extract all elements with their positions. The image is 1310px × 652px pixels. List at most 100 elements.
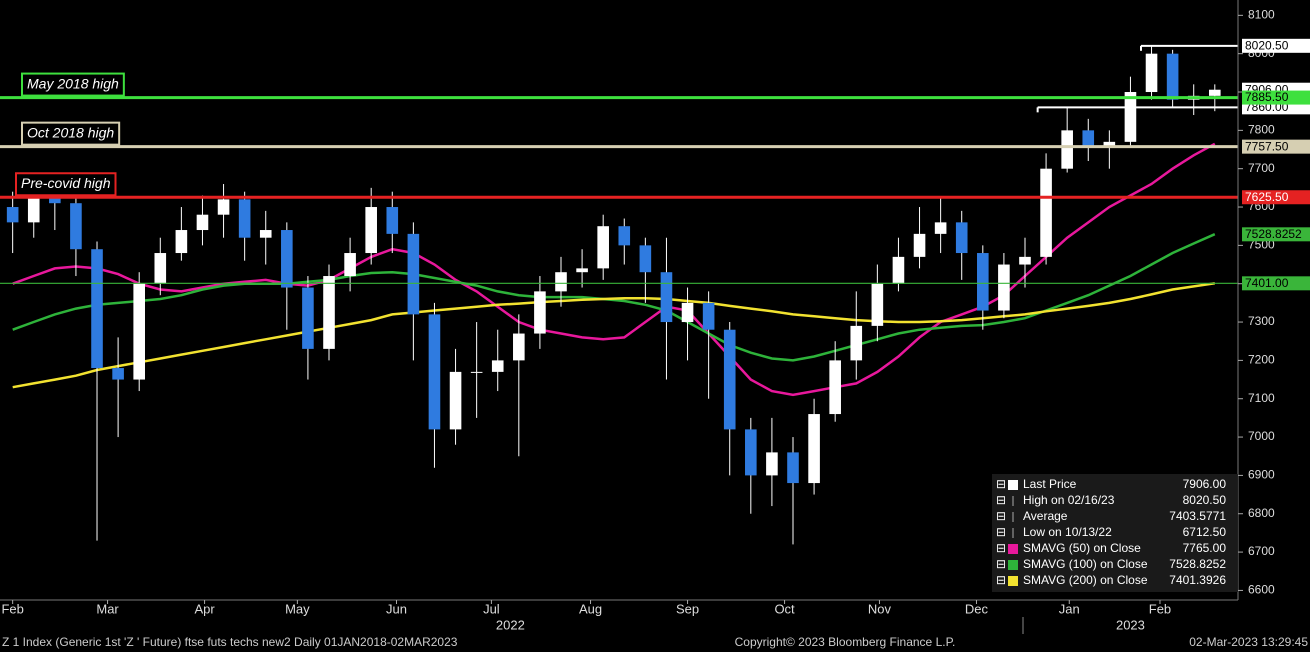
y-tick-label: 7300 (1248, 314, 1275, 328)
candle-body (1145, 53, 1158, 93)
x-tick-label: Jan (1059, 601, 1080, 616)
x-tick-label: Dec (965, 601, 989, 616)
legend-marker: ⊟ (996, 525, 1006, 539)
year-label: 2022 (496, 617, 525, 632)
y-tick-label: 7700 (1248, 161, 1275, 175)
candle-body (238, 199, 251, 238)
candle-body (217, 199, 230, 215)
candle-body (513, 333, 525, 361)
legend-value: 6712.50 (1183, 525, 1227, 539)
legend-swatch (1008, 576, 1018, 586)
candle-body (1166, 53, 1179, 100)
candle-body (70, 203, 82, 250)
legend-swatch (1008, 544, 1018, 554)
legend-marker: ⊟ (996, 509, 1006, 523)
candle-body (702, 302, 715, 330)
candle-body (829, 360, 841, 415)
level-annotation: Pre-covid high (21, 175, 111, 191)
candle-body (470, 371, 483, 373)
price-box (1242, 276, 1310, 291)
y-tick-label: 7800 (1248, 123, 1275, 137)
x-tick-label: Sep (676, 601, 699, 616)
candle-body (618, 226, 631, 246)
y-tick-label: 6700 (1248, 544, 1275, 558)
legend-value: 7528.8252 (1169, 557, 1226, 571)
candle-body (407, 233, 420, 315)
candle-body (745, 429, 757, 476)
candle-body (491, 360, 504, 372)
legend-name: High on 02/16/23 (1023, 493, 1115, 507)
candle-body (597, 226, 609, 269)
legend-value: 7403.5771 (1169, 509, 1226, 523)
candle-body (1124, 92, 1137, 142)
y-tick-label: 7200 (1248, 353, 1275, 367)
x-tick-label: Feb (1149, 601, 1171, 616)
candle-body (112, 368, 124, 380)
legend-marker: ⊟ (996, 557, 1006, 571)
price-box-label: 8020.50 (1245, 38, 1289, 52)
footer-source: Z 1 Index (Generic 1st 'Z ' Future) ftse… (2, 635, 458, 649)
candle-body (196, 214, 209, 231)
candle-body (534, 291, 546, 334)
legend-value: 7765.00 (1183, 541, 1227, 555)
legend-name: SMAVG (50) on Close (1023, 541, 1141, 555)
candle-body (639, 245, 652, 273)
legend-name: Low on 10/13/22 (1023, 525, 1112, 539)
candle-body (723, 329, 736, 430)
candle-body (1040, 168, 1052, 257)
x-tick-label: Aug (579, 601, 602, 616)
candle-body (766, 452, 778, 476)
candle-body (681, 302, 694, 323)
y-tick-label: 6800 (1248, 506, 1275, 520)
level-annotation: May 2018 high (27, 75, 119, 91)
y-tick-label: 6900 (1248, 468, 1275, 482)
year-label: 2023 (1116, 617, 1145, 632)
footer-timestamp: 02-Mar-2023 13:29:45 (1189, 635, 1308, 649)
candle-body (281, 230, 293, 288)
candle-body (850, 325, 863, 361)
y-tick-label: 7000 (1248, 429, 1275, 443)
x-tick-label: Jun (386, 601, 407, 616)
candle-body (955, 222, 968, 254)
candle-body (808, 414, 820, 484)
x-tick-label: Nov (868, 601, 892, 616)
x-tick-label: May (285, 601, 310, 616)
legend-name: Average (1023, 509, 1068, 523)
legend-value: 7401.3926 (1169, 573, 1226, 587)
candle-body (1082, 130, 1095, 146)
candle-body (154, 253, 167, 284)
candle-body (934, 222, 947, 234)
candle-body (365, 207, 377, 254)
candle-body (428, 314, 441, 430)
candle-body (133, 283, 145, 380)
x-tick-label: Mar (96, 601, 119, 616)
legend-value: 7906.00 (1183, 477, 1227, 491)
level-annotation: Oct 2018 high (27, 124, 114, 140)
candle-body (576, 268, 588, 273)
price-box-label: 7625.50 (1245, 190, 1289, 204)
x-tick-label: Oct (774, 601, 795, 616)
candle-body (6, 207, 19, 223)
legend-marker: ⊟ (996, 573, 1006, 587)
candle-body (787, 452, 799, 484)
legend-name: Last Price (1023, 477, 1077, 491)
level-annotation-box (21, 72, 125, 97)
price-box-label: 7401.00 (1245, 276, 1289, 290)
x-tick-label: Jul (483, 601, 500, 616)
candle-body (344, 253, 356, 277)
x-tick-label: Apr (194, 601, 215, 616)
footer-copyright: Copyright© 2023 Bloomberg Finance L.P. (735, 635, 956, 649)
price-box (1242, 139, 1310, 154)
candle-body (91, 249, 103, 369)
price-box-label: 7528.8252 (1245, 227, 1302, 241)
legend-swatch (1008, 560, 1018, 570)
price-box (1242, 90, 1310, 105)
candle-body (555, 272, 567, 292)
legend-box (992, 474, 1238, 592)
legend-name: SMAVG (100) on Close (1023, 557, 1148, 571)
candle-body (175, 230, 188, 254)
candle-body (259, 230, 272, 238)
price-box-label: 7885.50 (1245, 90, 1289, 104)
candle-body (871, 283, 884, 326)
